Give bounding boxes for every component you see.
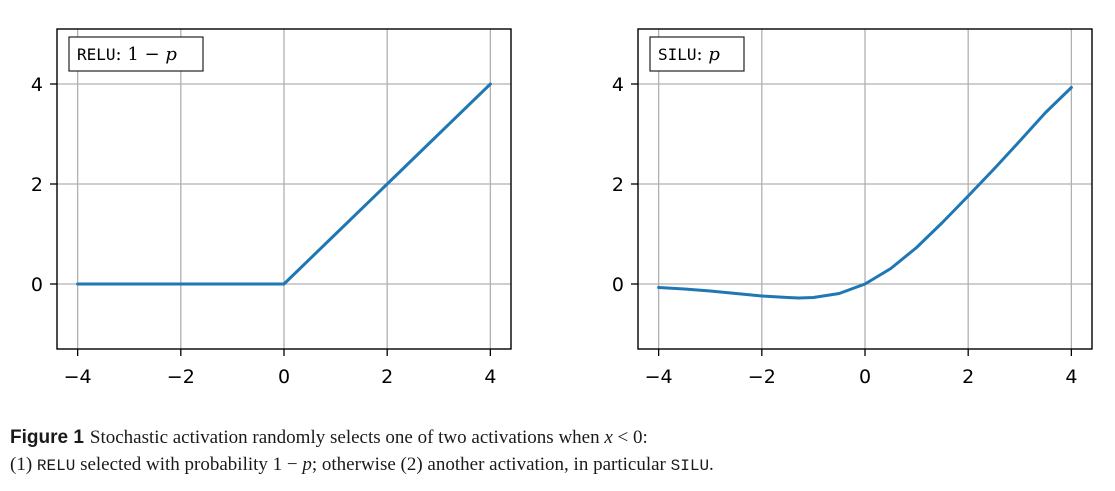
- caption-line-1: Figure 1 Stochastic activation randomly s…: [10, 424, 1100, 451]
- legend-label: SILU: p: [658, 44, 720, 65]
- series-line: [76, 82, 492, 286]
- caption-text-2a: (1): [10, 454, 37, 475]
- x-tick-label: 0: [859, 366, 871, 388]
- legend-box: [649, 36, 745, 72]
- figure-label: Figure 1: [10, 427, 84, 448]
- series-line: [657, 86, 1073, 300]
- x-tick-label: 4: [484, 366, 496, 388]
- legend-activation-name: SILU: [658, 45, 697, 64]
- caption-math-rest: < 0:: [612, 427, 648, 448]
- legend-label: RELU: 1 − p: [77, 44, 177, 65]
- caption-relu: RELU: [36, 457, 76, 475]
- x-tick-label: −2: [167, 366, 195, 388]
- x-tick-label: −2: [748, 366, 776, 388]
- caption-text-2d: .: [709, 454, 714, 475]
- caption-line-2: (1) RELU selected with probability 1 − p…: [10, 451, 1100, 480]
- legend-var-p: p: [165, 44, 177, 65]
- caption-text-2b: selected with probability: [75, 454, 273, 475]
- x-tick-label: 2: [962, 366, 974, 388]
- caption-text-2c: ; otherwise (2) another activation, in p…: [311, 454, 671, 475]
- legend-var-p: p: [708, 44, 720, 65]
- legend-sep: :: [697, 44, 709, 65]
- legend-expr: 1 −: [127, 44, 165, 65]
- silu-panel: −4 −2 0 2 4 0 2 4 SILU: p: [612, 28, 1093, 388]
- y-tick-label: 2: [31, 174, 43, 196]
- caption-math-prob: 1 −: [272, 454, 303, 475]
- x-tick-label: 2: [381, 366, 393, 388]
- x-tick-label: −4: [64, 366, 92, 388]
- legend-box: [68, 36, 204, 72]
- figure-charts: −4 −2 0 2 4 0 2 4 RELU: 1 − p −4 −2 0 2 4 0 2 4 SILU: p: [31, 28, 1093, 388]
- y-tick-label: 0: [612, 274, 624, 296]
- x-tick-label: 0: [278, 366, 290, 388]
- caption-math-var-p: p: [302, 454, 312, 475]
- relu-panel: −4 −2 0 2 4 0 2 4 RELU: 1 − p: [31, 28, 512, 388]
- caption-text-1: Stochastic activation randomly selects o…: [89, 427, 605, 448]
- x-tick-label: −4: [645, 366, 673, 388]
- y-tick-label: 4: [31, 74, 43, 96]
- y-tick-label: 0: [31, 274, 43, 296]
- y-tick-label: 2: [612, 174, 624, 196]
- caption-silu: SILU: [670, 457, 710, 475]
- caption-math-var-x: x: [604, 427, 613, 448]
- legend-sep: :: [116, 44, 128, 65]
- figure-caption: Figure 1 Stochastic activation randomly s…: [10, 424, 1100, 480]
- y-tick-label: 4: [612, 74, 624, 96]
- legend-activation-name: RELU: [77, 45, 116, 64]
- x-tick-label: 4: [1065, 366, 1077, 388]
